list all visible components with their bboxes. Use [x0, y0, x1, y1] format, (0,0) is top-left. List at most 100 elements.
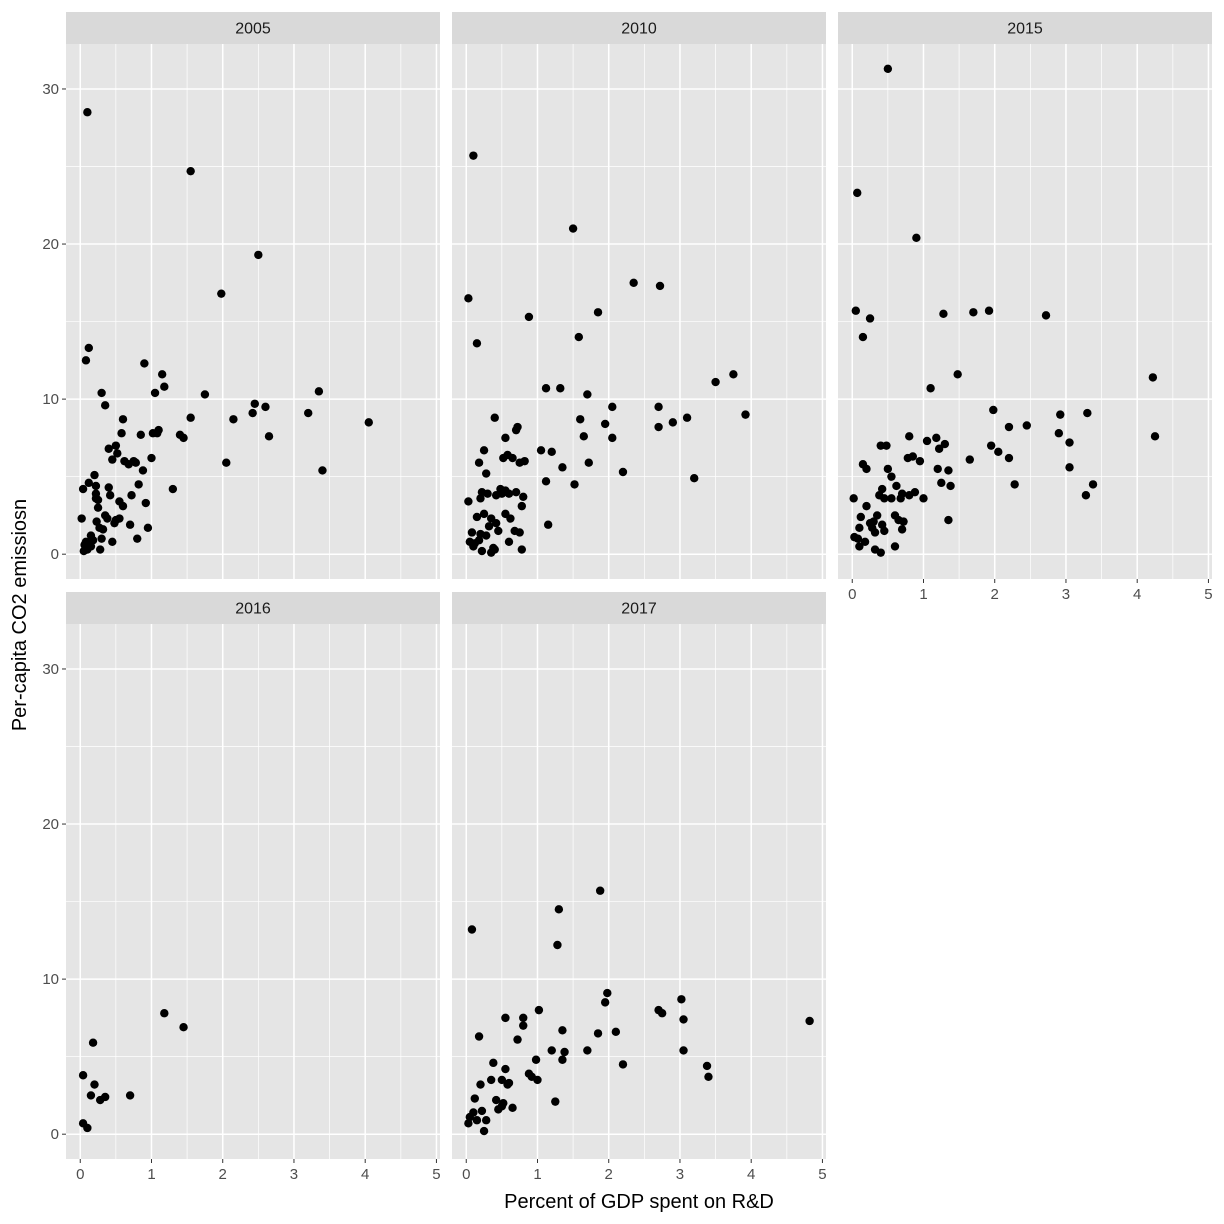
data-point — [543, 520, 553, 529]
facet-strip-label: 2017 — [621, 601, 657, 618]
data-point — [887, 472, 896, 481]
data-point — [595, 886, 605, 895]
data-point — [133, 534, 142, 543]
data-point — [91, 481, 101, 491]
panel-background — [66, 624, 440, 1159]
data-point — [876, 548, 885, 557]
data-point — [501, 486, 510, 495]
data-point — [865, 518, 875, 528]
x-tick-label: 1 — [919, 586, 927, 603]
data-point — [883, 64, 893, 74]
panel-background — [66, 44, 440, 579]
data-point — [110, 518, 119, 528]
data-point — [491, 518, 501, 528]
data-point — [97, 534, 106, 543]
facet-2015: 2015 0 1 2 3 4 5 — [838, 12, 1213, 603]
data-point — [862, 464, 871, 474]
data-point — [1041, 311, 1051, 320]
data-point — [905, 491, 914, 500]
data-point — [140, 359, 149, 368]
data-point — [583, 390, 592, 399]
data-point — [915, 456, 925, 466]
data-point — [608, 433, 617, 443]
data-point — [629, 278, 638, 288]
data-point — [138, 466, 148, 475]
data-point — [481, 469, 491, 478]
data-point — [86, 1091, 96, 1100]
data-point — [1022, 421, 1031, 430]
data-point — [558, 463, 567, 472]
data-point — [111, 441, 121, 450]
facet-2005: 2005 0 10 20 30 — [42, 12, 440, 579]
data-point — [250, 399, 259, 408]
x-tick-label: 5 — [1204, 586, 1212, 603]
data-point — [200, 390, 210, 399]
x-tick-label: 2 — [605, 1166, 613, 1183]
y-tick-label: 30 — [42, 81, 59, 98]
data-point — [104, 444, 113, 453]
data-point — [467, 528, 477, 537]
data-point — [969, 308, 978, 317]
data-point — [579, 432, 588, 441]
data-point — [477, 1106, 487, 1116]
data-point — [584, 458, 593, 467]
x-tick-label: 2 — [219, 1166, 227, 1183]
data-point — [105, 491, 115, 500]
data-point — [77, 514, 86, 523]
facet-2016: 2016 0 10 20 30 0 1 2 3 4 5 — [42, 592, 441, 1183]
data-point — [160, 1009, 169, 1018]
x-tick-label: 5 — [432, 1166, 440, 1183]
data-point — [136, 430, 145, 439]
data-point — [474, 1032, 484, 1041]
data-point — [611, 1027, 621, 1037]
data-point — [934, 444, 944, 453]
facet-strip-label: 2010 — [621, 21, 657, 38]
data-point — [515, 528, 524, 537]
data-point — [147, 453, 156, 463]
data-point — [858, 332, 868, 342]
data-point — [729, 370, 738, 379]
data-point — [513, 422, 522, 432]
data-point — [154, 425, 163, 435]
data-point — [994, 447, 1003, 457]
x-tick-label: 4 — [1133, 586, 1141, 603]
data-point — [883, 464, 893, 474]
data-point — [568, 224, 578, 233]
data-point — [83, 1123, 92, 1133]
data-point — [490, 413, 499, 422]
data-point — [100, 1092, 110, 1102]
data-point — [1083, 408, 1092, 418]
data-point — [91, 494, 101, 503]
data-point — [547, 447, 556, 457]
data-point — [593, 308, 603, 317]
x-tick-label: 3 — [676, 1166, 684, 1183]
data-point — [467, 925, 477, 934]
data-point — [940, 439, 950, 449]
data-point — [862, 501, 871, 511]
data-point — [679, 1015, 688, 1024]
data-point — [704, 1072, 713, 1082]
data-point — [600, 998, 610, 1007]
data-point — [222, 458, 231, 467]
data-point — [84, 343, 93, 353]
data-point — [939, 309, 948, 319]
data-point — [497, 1075, 507, 1085]
data-point — [576, 415, 585, 424]
data-point — [100, 401, 110, 410]
panel-background — [452, 44, 826, 579]
data-point — [118, 501, 128, 511]
data-point — [470, 539, 479, 548]
data-point — [134, 480, 143, 489]
data-point — [506, 514, 515, 523]
y-tick-label: 30 — [42, 661, 59, 678]
data-point — [1148, 373, 1158, 382]
data-point — [702, 1061, 712, 1071]
data-point — [892, 481, 901, 491]
data-point — [261, 402, 270, 412]
data-point — [469, 1108, 478, 1117]
data-point — [127, 491, 136, 500]
data-point — [470, 1094, 479, 1103]
x-tick-label: 1 — [147, 1166, 155, 1183]
data-point — [986, 441, 996, 450]
